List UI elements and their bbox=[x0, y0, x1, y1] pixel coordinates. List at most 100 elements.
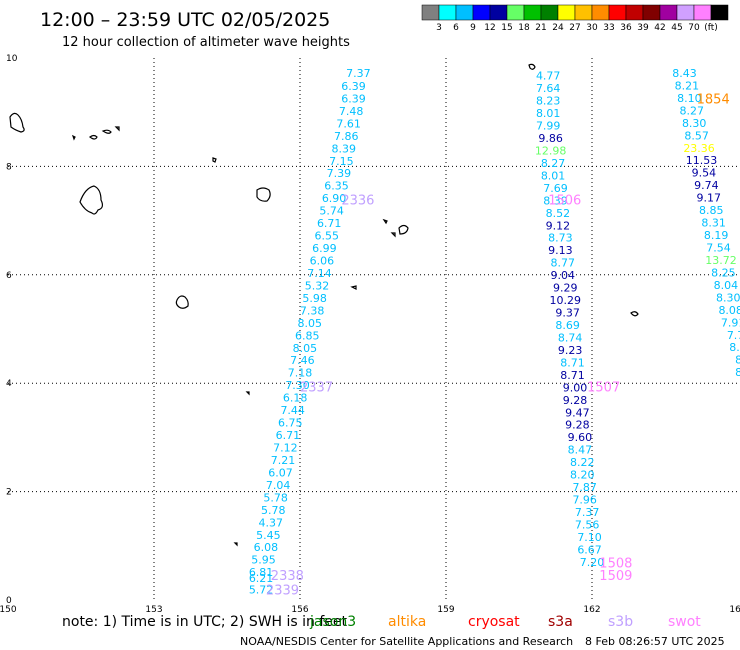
wave-height-label: 4.37 bbox=[259, 516, 284, 529]
wave-height-label: 8.19 bbox=[704, 229, 729, 242]
satellite-legend-cryosat: cryosat bbox=[468, 614, 520, 630]
wave-height-label: 5.78 bbox=[263, 491, 288, 504]
wave-height-label: 5.32 bbox=[305, 279, 330, 292]
colorbar-swatch bbox=[710, 4, 729, 21]
wave-height-label: 9.37 bbox=[555, 307, 580, 320]
wave-height-label: 6.08 bbox=[254, 541, 279, 554]
colorbar-swatch bbox=[438, 4, 457, 21]
wave-height-label: 6.55 bbox=[315, 230, 340, 243]
colorbar-swatch bbox=[523, 4, 542, 21]
y-tick-label: 8 bbox=[6, 162, 12, 172]
wave-height-label: 7.56 bbox=[575, 518, 600, 531]
wave-height-label: 9.86 bbox=[538, 132, 563, 145]
wave-height-label: 8.71 bbox=[560, 356, 585, 369]
wave-height-label: 9.74 bbox=[694, 179, 719, 192]
wave-height-label: 7.69 bbox=[543, 182, 568, 195]
y-tick-label: 10 bbox=[6, 54, 18, 64]
wave-height-label: 8.20 bbox=[570, 469, 595, 482]
wave-height-label: 8.27 bbox=[680, 104, 705, 117]
satellite-legend-s3a: s3a bbox=[548, 614, 573, 630]
wave-height-label: 7.15 bbox=[329, 155, 354, 168]
wave-height-label: 7.39 bbox=[327, 167, 352, 180]
wave-height-label: 9.12 bbox=[546, 219, 571, 232]
wave-height-label: 6.39 bbox=[341, 92, 366, 105]
colorbar-label: 18 bbox=[518, 23, 530, 33]
wave-height-label: 8.21 bbox=[675, 79, 700, 92]
wave-height-label: 6.99 bbox=[312, 242, 337, 255]
wave-height-label: 8.73 bbox=[548, 232, 573, 245]
wave-height-label: 11.53 bbox=[686, 154, 718, 167]
wave-height-label: 6.07 bbox=[268, 466, 293, 479]
wave-height-label: 8. bbox=[735, 354, 740, 367]
wave-height-label: 8.47 bbox=[568, 444, 593, 457]
pass-number-label: 2339 bbox=[266, 584, 299, 599]
wave-height-label: 8.57 bbox=[684, 129, 709, 142]
wave-height-label: 8.22 bbox=[570, 456, 595, 469]
wave-height-label: 8.25 bbox=[711, 266, 736, 279]
wave-height-label: 7.10 bbox=[577, 531, 602, 544]
colorbar-swatch bbox=[625, 4, 644, 21]
wave-height-label: 9.60 bbox=[568, 431, 593, 444]
pass-number-label: 2338 bbox=[271, 569, 304, 584]
wave-height-label: 7.7 bbox=[727, 329, 740, 342]
wave-height-label: 8.30 bbox=[682, 117, 707, 130]
colorbar-label: 36 bbox=[620, 23, 632, 33]
satellite-legend-altika: altika bbox=[388, 614, 426, 630]
wave-height-label: 7.44 bbox=[280, 404, 305, 417]
colorbar-swatch bbox=[506, 4, 525, 21]
wave-height-label: 6.90 bbox=[322, 192, 347, 205]
wave-height-label: 8.05 bbox=[297, 317, 322, 330]
colorbar-swatch bbox=[421, 4, 440, 21]
wave-height-label: 7.18 bbox=[288, 367, 313, 380]
wave-height-label: 9.17 bbox=[697, 192, 722, 205]
colorbar-swatch bbox=[557, 4, 576, 21]
wave-height-label: 5.95 bbox=[251, 554, 276, 567]
colorbar-label: 12 bbox=[484, 23, 495, 33]
wave-height-label: 8.39 bbox=[543, 194, 568, 207]
y-tick-label: 6 bbox=[6, 271, 12, 281]
colorbar-label: 70 bbox=[688, 23, 700, 33]
wave-height-label: 8.85 bbox=[699, 204, 724, 217]
wave-height-label: 8.77 bbox=[551, 257, 576, 270]
wave-height-label: 23.36 bbox=[683, 142, 715, 155]
wave-height-label: 7.46 bbox=[290, 354, 315, 367]
pass-number-label: 1854 bbox=[697, 93, 730, 108]
footer-credit: NOAA/NESDIS Center for Satellite Applica… bbox=[240, 635, 573, 648]
footer-timestamp: 8 Feb 08:26:57 UTC 2025 bbox=[585, 635, 725, 648]
colorbar-swatch bbox=[472, 4, 491, 21]
chart-subtitle: 12 hour collection of altimeter wave hei… bbox=[62, 35, 350, 50]
wave-height-label: 8.27 bbox=[541, 157, 566, 170]
wave-height-label: 13.72 bbox=[705, 254, 737, 267]
wave-height-label: 8.31 bbox=[701, 217, 726, 230]
colorbar-label: 3 bbox=[436, 23, 442, 33]
x-tick-label: 162 bbox=[583, 605, 600, 615]
wave-height-label: 8.71 bbox=[560, 369, 585, 382]
wave-height-label: 8.10 bbox=[677, 92, 702, 105]
wave-height-label: 7.14 bbox=[307, 267, 332, 280]
wave-height-label: 7.91 bbox=[721, 316, 740, 329]
colorbar-label: 30 bbox=[586, 23, 598, 33]
wave-height-label: 7.30 bbox=[285, 379, 310, 392]
colorbar-swatch bbox=[574, 4, 593, 21]
wave-height-label: 5.45 bbox=[256, 529, 281, 542]
wave-height-label: 8.08 bbox=[718, 304, 740, 317]
wave-height-label: 5.74 bbox=[319, 205, 344, 218]
x-tick-label: 156 bbox=[291, 605, 308, 615]
wave-height-label: 7.54 bbox=[706, 241, 731, 254]
satellite-legend-s3b: s3b bbox=[608, 614, 633, 630]
colorbar-label: 45 bbox=[671, 23, 682, 33]
colorbar-swatch bbox=[455, 4, 474, 21]
wave-height-label: 7.37 bbox=[575, 506, 600, 519]
wave-height-label: 6.39 bbox=[341, 80, 366, 93]
wave-height-label: 5.98 bbox=[302, 292, 327, 305]
wave-height-label: 7.21 bbox=[271, 454, 296, 467]
wave-height-label: 8.01 bbox=[541, 169, 566, 182]
wave-height-label: 7.86 bbox=[334, 130, 359, 143]
wave-height-label: 8.52 bbox=[546, 207, 571, 220]
colorbar-swatch bbox=[489, 4, 508, 21]
colorbar-swatch bbox=[540, 4, 559, 21]
coastline-outlines bbox=[9, 63, 639, 547]
wave-height-label: 6.81 bbox=[249, 566, 274, 579]
x-tick-label: 165 bbox=[729, 605, 740, 615]
